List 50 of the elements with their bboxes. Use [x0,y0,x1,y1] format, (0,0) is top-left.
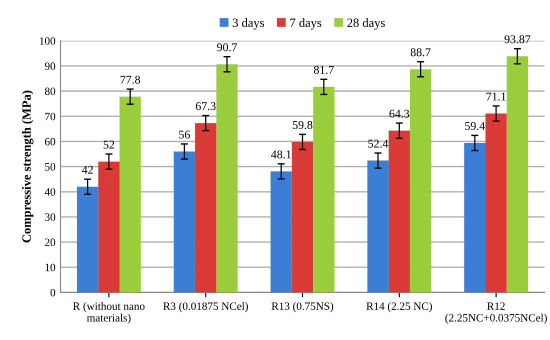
bar [174,152,196,292]
bar [367,160,389,292]
x-tick-label: R3 (0.01875 NCel) [163,302,248,312]
bar [216,64,238,292]
y-tick-label: 90 [44,62,56,70]
data-label: 90.7 [217,43,237,52]
y-tick-label: 80 [44,88,56,96]
bar [120,96,141,292]
x-tick-label: R13 (0.75NS) [272,302,334,312]
x-tick-label: R12 (2.25NC+0.0375NCel) [445,302,547,324]
y-tick-label: 50 [45,163,56,171]
legend-label: 3 days [232,18,264,30]
data-label: 81.7 [314,66,334,74]
data-label: 71.1 [486,92,506,101]
data-label: 67.3 [196,102,216,110]
data-label: 42 [82,166,93,174]
data-label: 48.1 [271,150,291,158]
legend-label: 28 days [347,18,385,30]
y-axis-title: Compressive strength (MPa) [22,90,34,242]
data-label: 88.7 [410,48,431,56]
y-tick-label: 40 [44,188,56,196]
y-tick-label: 0 [50,288,56,296]
legend-label: 7 days [290,18,322,30]
bar [292,142,314,292]
data-label: 77.8 [120,76,140,84]
y-tick-label: 30 [45,213,56,221]
bar [464,142,486,292]
data-label: 52 [104,140,114,149]
data-label: 93.87 [504,35,530,44]
data-label: 56 [179,130,190,139]
y-tick-label: 10 [46,264,56,272]
bar [313,86,334,292]
y-tick-label: 20 [45,238,56,246]
data-label: 64.3 [389,110,410,118]
bar [195,123,216,292]
x-tick-label: R (without nano materials) [73,302,145,324]
y-tick-label: 60 [45,138,56,146]
y-tick-label: 70 [45,112,56,120]
data-label: 59.8 [292,121,312,130]
bar [98,162,120,292]
bar [506,56,528,292]
y-tick-label: 100 [40,37,56,45]
bar [485,114,507,292]
data-label: 52.4 [368,140,388,148]
x-tick-label: R14 (2.25 NC) [366,302,432,312]
data-label: 59.4 [465,122,485,130]
bar [388,130,410,292]
bar [76,186,98,292]
bar [270,171,292,292]
bar [410,69,432,292]
